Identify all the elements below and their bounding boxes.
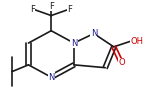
Text: OH: OH <box>131 37 144 46</box>
Text: O: O <box>118 58 125 67</box>
Text: F: F <box>67 5 72 14</box>
Text: N: N <box>91 29 97 38</box>
Text: F: F <box>30 5 35 14</box>
Text: F: F <box>49 2 54 11</box>
Text: N: N <box>71 39 77 48</box>
Text: N: N <box>48 73 54 82</box>
